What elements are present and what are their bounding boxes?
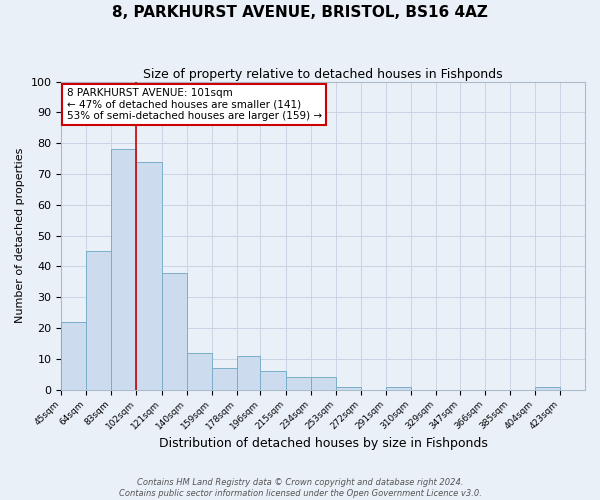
Y-axis label: Number of detached properties: Number of detached properties bbox=[15, 148, 25, 324]
Bar bbox=[386, 386, 411, 390]
Bar bbox=[535, 386, 560, 390]
X-axis label: Distribution of detached houses by size in Fishponds: Distribution of detached houses by size … bbox=[159, 437, 488, 450]
Bar bbox=[112, 150, 136, 390]
Bar bbox=[286, 378, 311, 390]
Bar bbox=[136, 162, 161, 390]
Bar bbox=[61, 322, 86, 390]
Text: 8 PARKHURST AVENUE: 101sqm
← 47% of detached houses are smaller (141)
53% of sem: 8 PARKHURST AVENUE: 101sqm ← 47% of deta… bbox=[67, 88, 322, 121]
Bar bbox=[187, 352, 212, 390]
Bar bbox=[212, 368, 237, 390]
Bar bbox=[260, 371, 286, 390]
Text: Contains HM Land Registry data © Crown copyright and database right 2024.
Contai: Contains HM Land Registry data © Crown c… bbox=[119, 478, 481, 498]
Bar bbox=[335, 386, 361, 390]
Bar bbox=[86, 251, 112, 390]
Bar bbox=[161, 272, 187, 390]
Text: 8, PARKHURST AVENUE, BRISTOL, BS16 4AZ: 8, PARKHURST AVENUE, BRISTOL, BS16 4AZ bbox=[112, 5, 488, 20]
Bar bbox=[311, 378, 335, 390]
Bar bbox=[237, 356, 260, 390]
Title: Size of property relative to detached houses in Fishponds: Size of property relative to detached ho… bbox=[143, 68, 503, 80]
